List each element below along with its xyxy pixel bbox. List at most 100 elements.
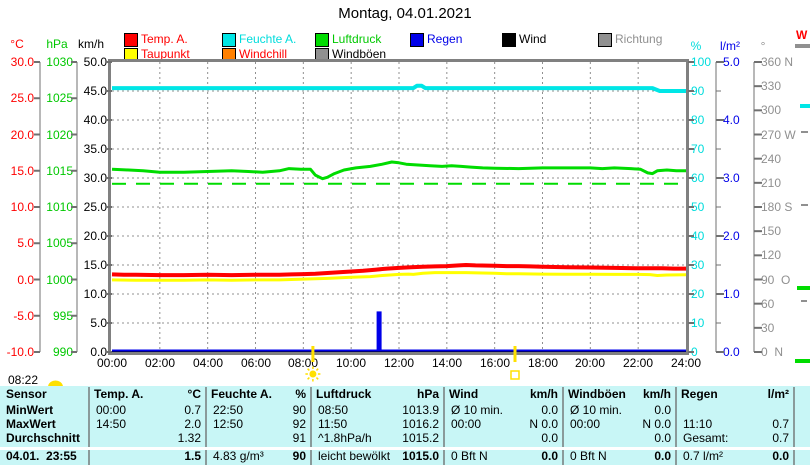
axis-tick-label: 90: [691, 84, 705, 98]
x-axis-tick-label: 20:00: [574, 356, 606, 370]
axis-tick-label: -5.0: [13, 309, 34, 323]
table-cell-name: 0 Bft N: [570, 449, 607, 463]
axis-tick-label: 10: [691, 316, 705, 330]
table-cell-value: 0.0: [541, 403, 558, 417]
axis-tick-label: 35.0: [83, 142, 107, 156]
column-separator: [443, 387, 445, 465]
axis-tick-label: 210: [761, 176, 782, 190]
table-cell-name: ^1.8hPa/h: [318, 431, 372, 445]
table-col-header-unit: km/h: [529, 387, 558, 401]
axis-unit-label: hPa: [46, 37, 68, 51]
table-cell-value: 1016.2: [402, 417, 439, 431]
axis-tick-label: 5.0: [17, 236, 34, 250]
table-col-header-name: Luftdruck: [316, 387, 372, 401]
legend-swatch-richtung: [598, 33, 612, 47]
axis-tick-label: 45.0: [83, 84, 107, 98]
table-cell-name: 0 Bft N: [451, 449, 488, 463]
x-axis-tick-label: 04:00: [192, 356, 224, 370]
table-cell-value: 0.0: [654, 449, 671, 463]
axis-tick-label: 360 N: [761, 55, 794, 69]
sunrise-sun-ray: [315, 377, 319, 380]
axis-tick-label: 25.0: [10, 91, 34, 105]
table-col-header-unit: °C: [187, 387, 201, 401]
column-separator: [793, 387, 795, 465]
table-row-label: MaxWert: [6, 417, 56, 431]
axis-tick-label: 1030: [46, 55, 73, 69]
legend-label: Windböen: [332, 47, 387, 61]
axis-tick-label: 180 S: [761, 200, 793, 214]
axis-unit-label: km/h: [77, 37, 104, 51]
axis-tick-label: 80: [691, 113, 705, 127]
table-cell-name: Gesamt:: [683, 431, 729, 445]
table-cell-name: 00:00: [570, 417, 601, 431]
radiation-axis-unit-label: W: [796, 28, 808, 42]
cutoff-axis-fragment: [797, 286, 810, 290]
x-axis-tick-label: 08:00: [287, 356, 319, 370]
axis-tick-label: 50.0: [83, 55, 107, 69]
table-cell-name: Ø 10 min.: [570, 403, 623, 417]
table-cell-value: 0.0: [654, 431, 671, 445]
table-col-header-unit: %: [295, 387, 306, 401]
table-cell-name: 22:50: [213, 403, 244, 417]
column-separator: [675, 387, 677, 465]
axis-tick-label: 20.0: [10, 128, 34, 142]
axis-tick-label: 1005: [46, 236, 73, 250]
dewpoint-line: [111, 271, 687, 282]
axis-tick-label: 3.0: [723, 171, 740, 185]
column-separator: [88, 387, 90, 465]
axis-tick-label: 150: [761, 224, 782, 238]
axis-tick-label: 30.0: [83, 171, 107, 185]
x-axis-tick-label: 12:00: [383, 356, 415, 370]
sunrise-sun-ray: [307, 377, 310, 380]
cutoff-axis-fragment: [801, 300, 807, 302]
cutoff-axis-fragment: [795, 44, 810, 48]
x-axis-tick-label: 16:00: [479, 356, 511, 370]
axis-tick-label: 240: [761, 152, 782, 166]
table-cell-value: 0.7: [772, 431, 789, 445]
table-cell-value: 0.0: [654, 403, 671, 417]
table-col-header-name: Regen: [681, 387, 718, 401]
table-cell-value: 1.5: [184, 449, 201, 463]
cutoff-axis-fragment: [800, 104, 810, 108]
x-axis-tick-label: 24:00: [670, 356, 702, 370]
table-cell-value: 1.32: [177, 431, 201, 445]
axis-tick-label: 25.0: [83, 200, 107, 214]
table-cell-value: 91: [292, 431, 306, 445]
axis-tick-label: 15.0: [10, 164, 34, 178]
axis-tick-label: 50: [691, 200, 705, 214]
axis-tick-label: 15.0: [83, 258, 107, 272]
chart-title: Montag, 04.01.2021: [338, 5, 472, 22]
sunrise-time-label: 08:22: [8, 373, 39, 387]
axis-tick-label: 1000: [46, 273, 73, 287]
table-cell-value: 1013.9: [402, 403, 439, 417]
table-cell-value: 0.7: [772, 417, 789, 431]
table-cell-name: 0.7 l/m²: [683, 449, 724, 463]
table-cell-name: Ø 10 min.: [451, 403, 504, 417]
axis-tick-label: 5.0: [90, 316, 107, 330]
sunset-square-icon: [510, 370, 520, 380]
legend-label: Regen: [427, 32, 463, 46]
axis-tick-label: 1020: [46, 128, 73, 142]
table-cell-name: 14:50: [96, 417, 127, 431]
cutoff-axis-fragment: [795, 359, 810, 363]
axis-tick-label: 120: [761, 248, 782, 262]
table-col-header-name: Temp. A.: [94, 387, 144, 401]
x-axis-tick-label: 02:00: [144, 356, 176, 370]
axis-tick-label: -10.0: [6, 345, 34, 359]
axis-tick-label: 60: [691, 171, 705, 185]
axis-tick-label: 10.0: [10, 200, 34, 214]
legend-label: Windchill: [239, 47, 288, 61]
sunrise-sun-ray: [307, 368, 310, 371]
axis-tick-label: 70: [691, 142, 705, 156]
table-cell-name: 00:00: [96, 403, 127, 417]
axis-tick-label: 40.0: [83, 113, 107, 127]
table-cell-value: 0.7: [184, 403, 201, 417]
temperature-line: [111, 263, 686, 278]
table-section-separator: [0, 447, 810, 450]
axis-tick-label: 270 W: [761, 128, 796, 142]
sunrise-icon: [48, 380, 63, 387]
axis-tick-label: 60: [761, 297, 775, 311]
table-row-label: Durchschnitt: [6, 431, 81, 445]
axis-tick-label: 40: [691, 229, 705, 243]
